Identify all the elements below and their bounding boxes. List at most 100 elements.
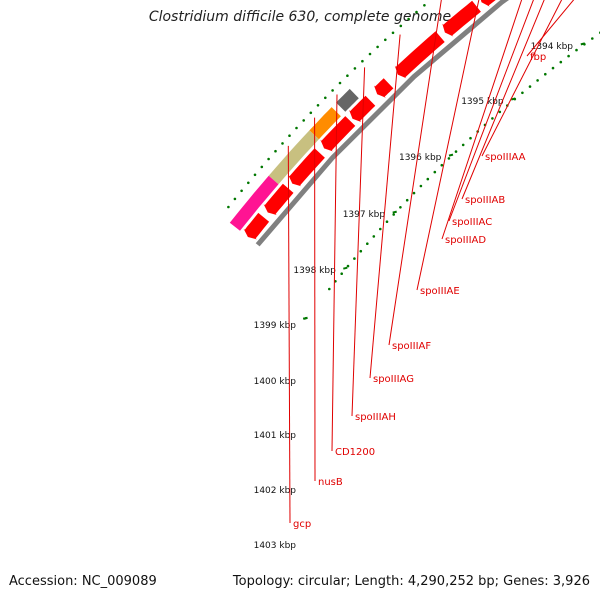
scale-label: 1394 kbp: [531, 42, 574, 52]
feature-block-orange: [309, 107, 341, 140]
label-leader-line: [526, 0, 575, 57]
inner-tick: [391, 31, 395, 35]
inner-tick: [407, 17, 410, 21]
scale-tick: [536, 79, 539, 82]
scale-tick: [440, 163, 444, 167]
scale-tick: [461, 143, 465, 147]
inner-tick: [415, 10, 418, 14]
inner-tick: [353, 67, 357, 70]
scale-major-tick: [392, 210, 397, 214]
scale-tick: [491, 117, 494, 120]
scale-tick: [359, 249, 363, 253]
inner-tick: [281, 142, 284, 145]
scale-tick: [340, 272, 344, 276]
scale-tick: [498, 110, 502, 114]
gene-label: spoIIIAF: [392, 341, 431, 352]
inner-tick: [324, 96, 327, 100]
scale-tick: [328, 287, 331, 291]
label-leader-line: [287, 145, 291, 524]
gene-label: spoIIIAH: [355, 412, 396, 423]
scale-label: 1396 kbp: [399, 153, 442, 163]
scale-tick: [521, 91, 524, 95]
cds-arrow: [320, 116, 356, 152]
scale-tick: [399, 206, 402, 209]
scale-major-tick: [303, 316, 308, 320]
accession-text: Accession: NC_009089: [9, 574, 157, 589]
scale-tick: [551, 66, 555, 70]
scale-tick: [591, 37, 594, 40]
scale-tick: [433, 170, 437, 174]
scale-label: 1397 kbp: [343, 210, 386, 220]
cds-arrow: [288, 148, 325, 187]
scale-major-tick: [448, 153, 454, 157]
feature-block-grey: [336, 88, 359, 112]
feature-track: [229, 0, 496, 240]
inner-tick: [331, 89, 334, 92]
genome-summary-text: Topology: circular; Length: 4,290,252 bp…: [232, 574, 590, 589]
scale-label: 1399 kbp: [254, 321, 297, 331]
scale-major-tick: [511, 97, 516, 101]
label-leader-line: [331, 94, 338, 452]
scale-label: 1401 kbp: [254, 431, 297, 441]
inner-tick: [346, 74, 349, 77]
scale-tick: [544, 72, 547, 76]
scale-label: 1402 kbp: [254, 486, 297, 496]
inner-tick: [399, 24, 403, 28]
scale-major-tick: [580, 42, 586, 46]
scale-tick: [567, 54, 570, 58]
cds-arrow: [263, 183, 294, 215]
cds-arrow: [374, 78, 394, 98]
gene-label-leaders: [287, 0, 575, 524]
scale-tick: [575, 48, 578, 52]
scale-tick: [392, 213, 396, 216]
inner-tick: [260, 165, 264, 169]
cds-arrow: [442, 0, 481, 37]
gene-label-group: fbp spoIIIAA spoIIIAB spoIIIAC spoIIIAD spoII…: [293, 52, 546, 530]
scale-tick-track: [303, 31, 600, 320]
inner-tick: [253, 173, 257, 177]
inner-tick: [227, 205, 230, 209]
scale-tick: [366, 242, 369, 245]
inner-tick: [368, 52, 372, 56]
inner-tick: [361, 59, 364, 63]
label-leader-line: [416, 0, 480, 291]
inner-tick: [295, 126, 298, 130]
gene-label: spoIIIAB: [465, 195, 505, 206]
inner-tick: [240, 189, 243, 193]
gene-label: spoIIIAA: [485, 152, 526, 163]
gene-label: CD1200: [335, 447, 375, 458]
scale-tick: [426, 177, 430, 181]
scale-tick: [405, 198, 409, 202]
scale-tick: [469, 136, 472, 140]
gene-label: spoIIIAG: [373, 374, 414, 385]
scale-tick: [353, 257, 356, 260]
scale-label: 1403 kbp: [254, 541, 297, 551]
scale-tick: [346, 264, 350, 268]
map-title: Clostridium difficile 630, complete geno…: [148, 9, 452, 25]
scale-label: 1400 kbp: [254, 377, 297, 387]
scale-major-tick: [343, 266, 348, 270]
inner-tick: [316, 104, 320, 107]
cds-arrow: [480, 0, 496, 7]
inner-tick: [338, 81, 342, 85]
scale-tick: [385, 220, 389, 223]
cds-arrow: [394, 31, 445, 79]
cds-arrow: [349, 95, 376, 122]
inner-tick: [309, 111, 313, 115]
inner-tick: [384, 38, 387, 42]
label-leader-line: [441, 0, 523, 240]
scale-tick: [454, 150, 458, 153]
gene-label: fbp: [530, 52, 546, 63]
backbone-ring: [255, 0, 510, 247]
label-leader-line: [481, 0, 563, 157]
gene-label: nusB: [318, 477, 343, 488]
inner-tick: [288, 134, 291, 137]
inner-tick: [247, 181, 250, 185]
scale-tick: [447, 157, 451, 160]
inner-tick: [302, 119, 306, 122]
scale-tick: [419, 184, 423, 188]
inner-tick-track: [227, 4, 426, 209]
genome-backbone: [255, 0, 510, 247]
